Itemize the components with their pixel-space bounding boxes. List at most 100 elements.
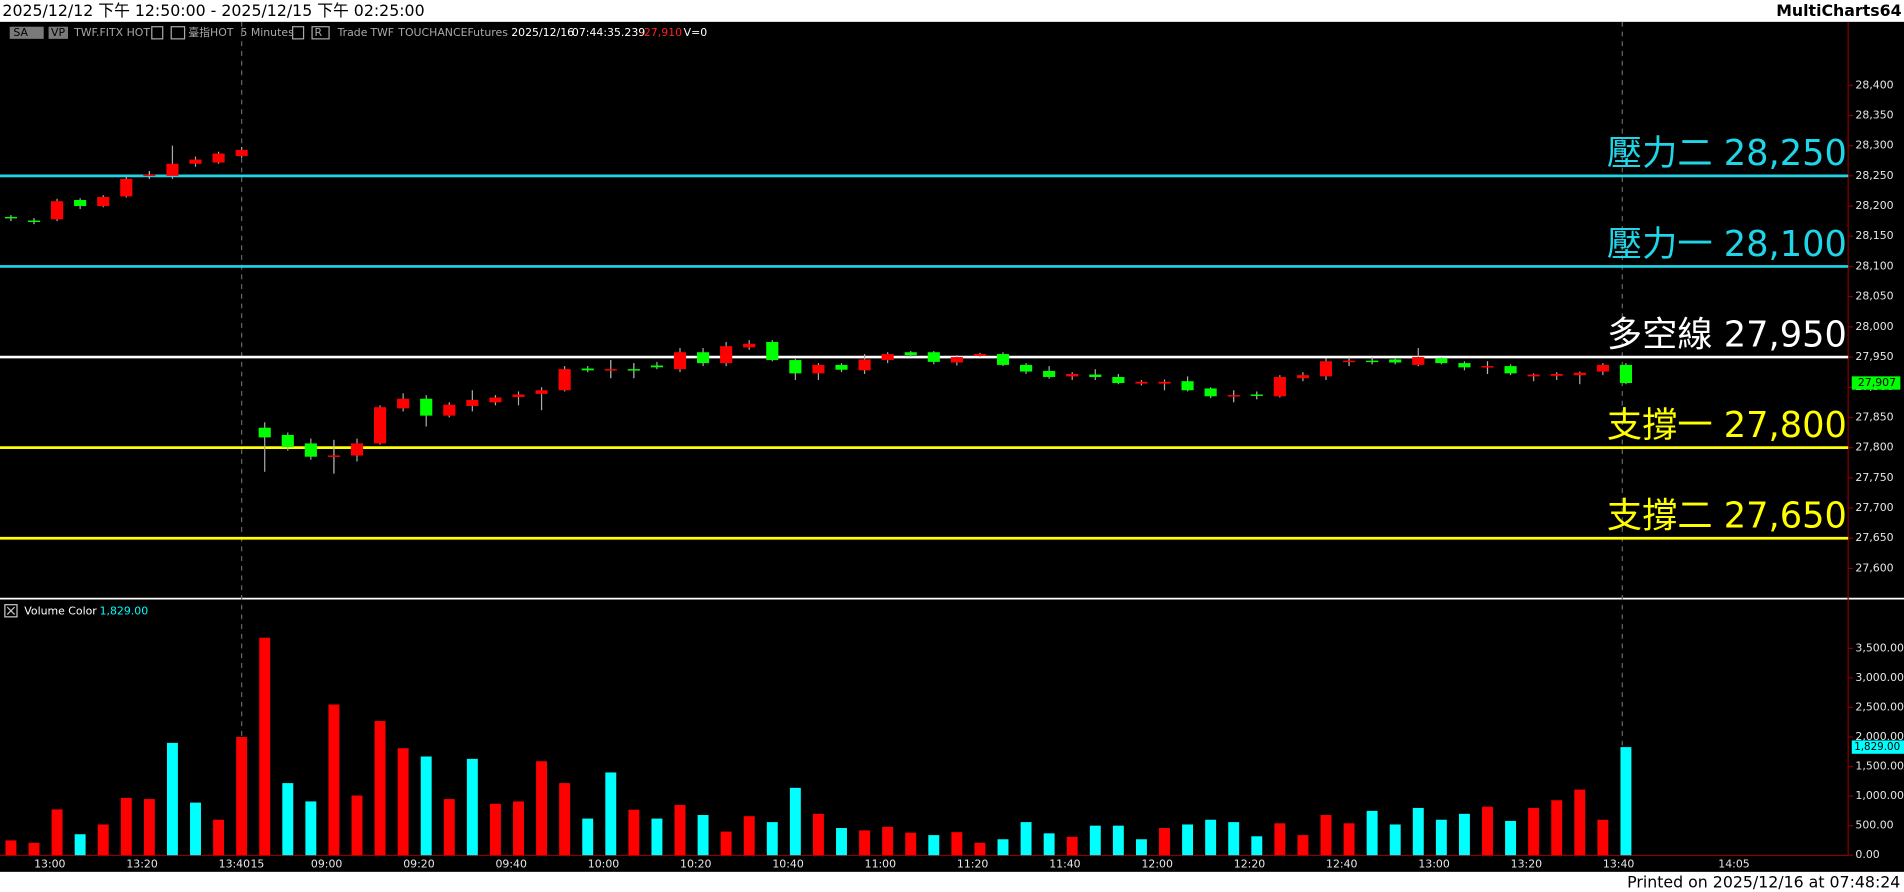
dropdown[interactable] [151,26,164,40]
candle-body [535,390,548,394]
volume-bar [166,742,178,856]
last-price-box [1851,376,1901,390]
last-volume-box [1851,740,1904,754]
dropdown[interactable] [292,26,305,40]
plot: 27,600 27,650 27,700 27,750 27,800 27,850 27,9… [0,78,1904,871]
volume-bar [1597,819,1609,856]
quote-volume: V=0 [684,26,708,39]
volume-bar [259,637,271,856]
candle-body [858,359,871,371]
y-tick-label: 28,100 [1855,259,1893,272]
candle-body [1181,381,1194,391]
volume-bar [766,822,778,856]
volume-bar [351,795,363,856]
y-tick-label: 28,250 [1855,169,1893,182]
volume-bar [1205,819,1217,856]
volume-bar [1320,815,1332,856]
vp-button[interactable] [48,26,68,39]
interval: 5 Minutes [240,26,294,39]
y-tick-label: 27,600 [1855,561,1893,574]
candle-body [627,369,640,371]
candle-body [466,399,479,406]
level-label: 支撐一 27,800 [1607,405,1847,446]
candle-body [1250,394,1263,396]
volume-bar [1228,822,1240,856]
x-tick-label: 13:20 [126,858,157,871]
volume-bar [305,801,317,856]
volume-bar [120,797,132,856]
candle-body [489,397,502,403]
volume-bar [236,737,248,856]
candle-body [673,352,687,370]
app-name: MultiCharts64 [1776,1,1901,20]
y-tick-label: 1,500.00 [1855,760,1904,773]
x-tick-label: 09:40 [495,858,526,871]
volume-bar [51,809,63,856]
vp-label: VP [51,26,65,39]
candle-body [1435,358,1448,364]
y-tick-label: 500.00 [1855,819,1893,832]
candle-body [1366,360,1379,363]
candle-body [881,354,894,361]
y-tick-label: 27,850 [1855,410,1893,423]
volume-bar [789,787,801,856]
candle-body [51,201,64,220]
volume-bar [213,819,225,856]
volume-bar [836,828,847,856]
r-label: R [315,26,323,39]
candle-body [927,352,940,362]
volume-bar [1551,800,1563,856]
volume-bar [720,831,732,856]
candle-body [281,434,294,448]
candle-body [350,443,364,456]
candle-body [1089,374,1102,377]
volume-bar [674,804,686,856]
volume-bar [1297,835,1309,856]
x-tick-label: 13:00 [1418,858,1449,871]
candle-body [1296,375,1309,379]
candle-body [1043,370,1056,377]
candle-body [1273,376,1286,397]
candle-body [996,354,1010,365]
sa-button[interactable] [9,26,44,39]
level-label: 壓力一 28,100 [1607,224,1847,265]
volume-bar [582,818,594,856]
volume-title: Volume Color [24,604,97,617]
symbol-icon[interactable] [170,26,186,40]
volume-bar [143,799,155,856]
mode: Trade [337,26,368,39]
r-button[interactable] [311,26,330,40]
title-bar [0,0,1904,22]
candle-body [697,352,710,364]
volume-bar [1458,813,1470,856]
candle-body [4,216,17,219]
volume-bar [5,840,17,856]
x-tick-label: 10:00 [588,858,619,871]
candle-body [166,163,179,176]
candle-body [1343,360,1356,363]
volume-bar [951,832,963,856]
y-tick-label: 27,800 [1855,441,1893,454]
symbol: TWF.FITX HOT [73,26,150,39]
volume-value: 1,829.00 [100,604,149,617]
candle-body [1550,373,1563,376]
x-tick-label: 09:00 [311,858,342,871]
y-tick-label: 27,650 [1855,531,1893,544]
volume-bar [513,801,524,856]
volume-bar [812,813,824,856]
candle-body [1204,388,1217,397]
candle-body [327,455,340,457]
volume-bar [1574,789,1586,856]
y-tick-label: 3,500.00 [1855,641,1904,654]
close-indicator[interactable] [4,604,18,618]
candle-body [1412,357,1425,365]
volume-bar [374,721,386,856]
volume-bar [882,826,894,856]
x-tick-label: 14:05 [1718,858,1749,871]
volume-bar [1135,839,1147,856]
candle-body [97,197,110,207]
x-tick-label: 09:20 [403,858,434,871]
level-label: 多空線 27,950 [1607,314,1847,355]
volume-bar [1412,807,1424,856]
volume-bar [397,748,409,856]
